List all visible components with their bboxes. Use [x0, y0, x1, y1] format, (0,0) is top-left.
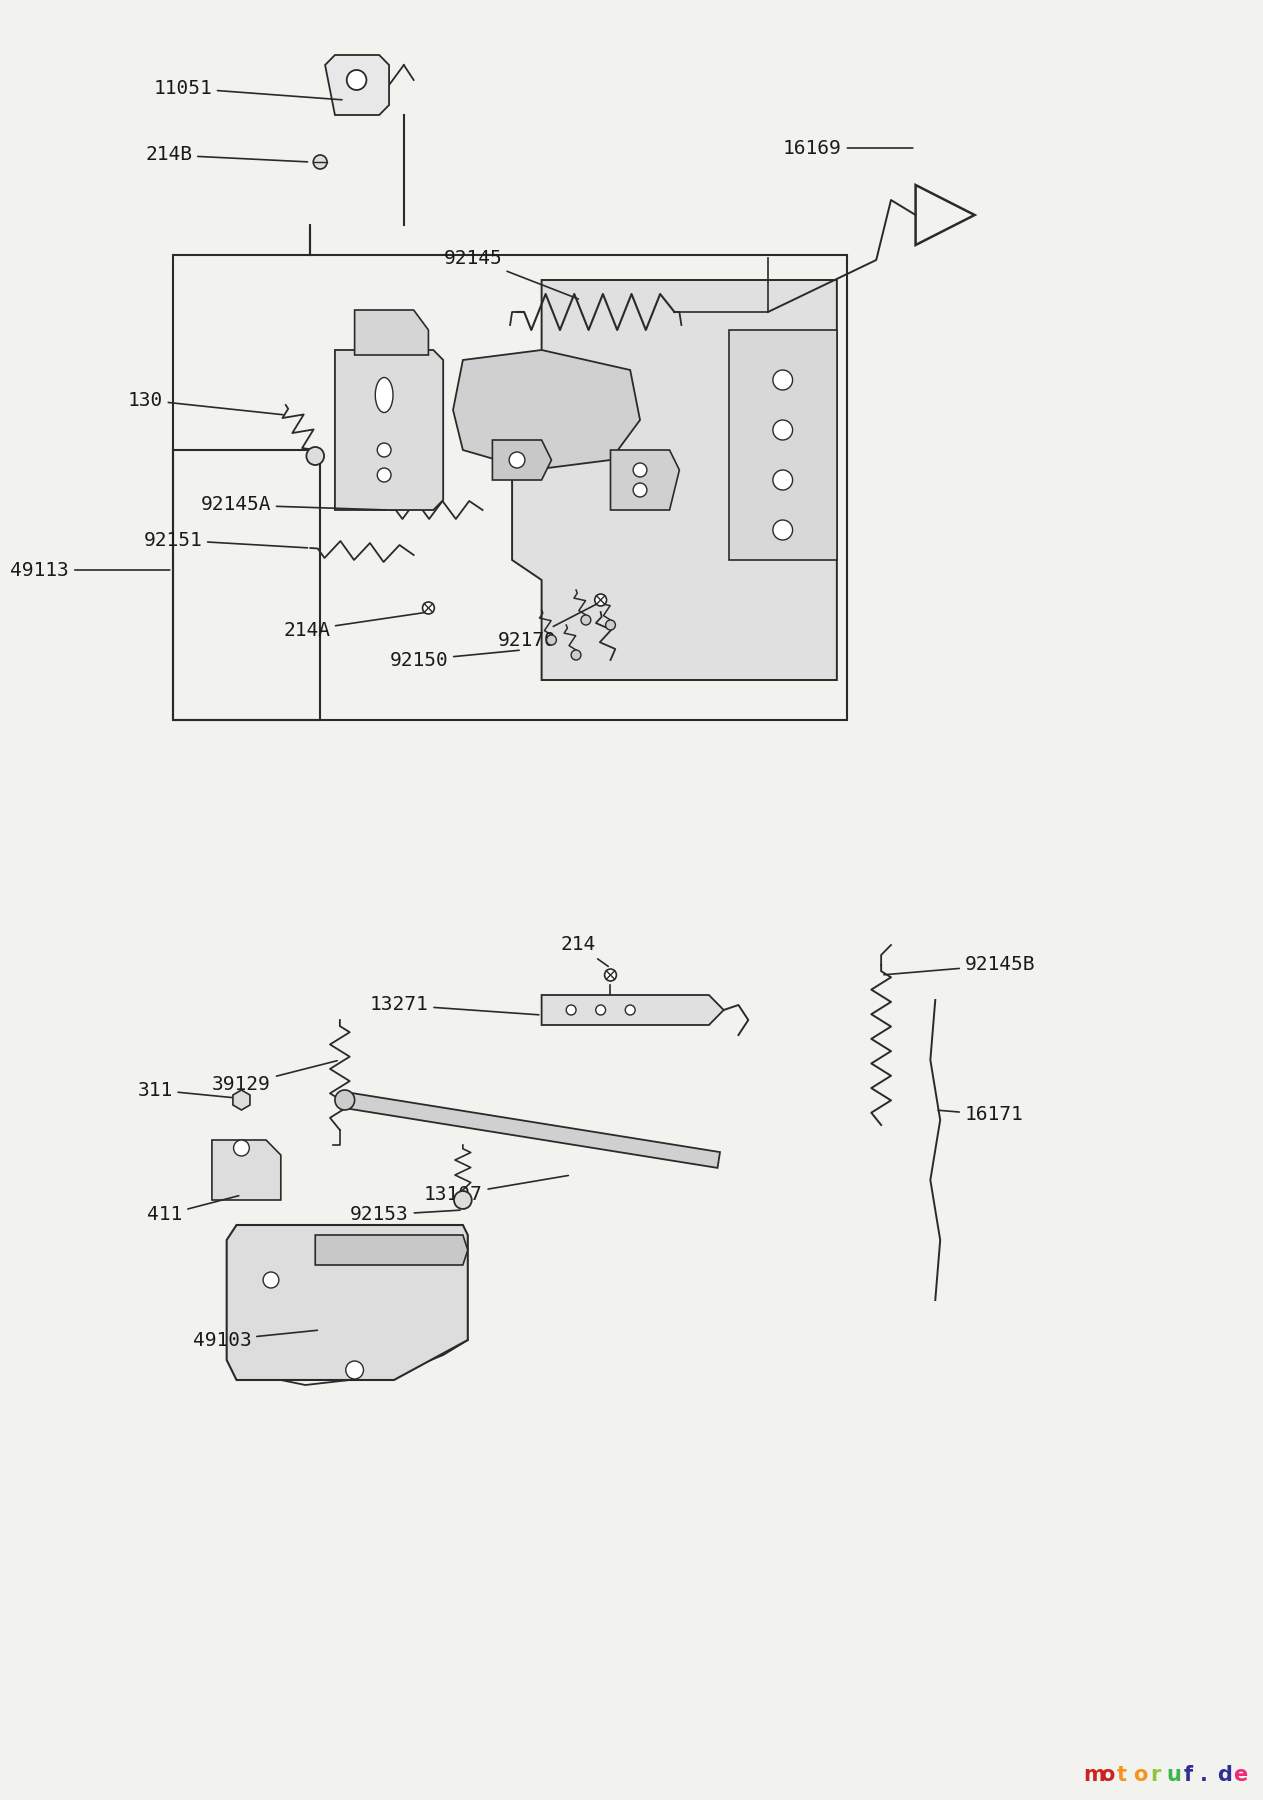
- Text: t: t: [1116, 1766, 1127, 1786]
- Text: d: d: [1216, 1766, 1231, 1786]
- Circle shape: [234, 1139, 249, 1156]
- Polygon shape: [226, 1226, 467, 1381]
- Text: 11051: 11051: [153, 79, 342, 99]
- Text: m: m: [1082, 1766, 1105, 1786]
- Text: f: f: [1183, 1766, 1192, 1786]
- Circle shape: [773, 470, 793, 490]
- Text: 39129: 39129: [212, 1060, 337, 1094]
- Circle shape: [423, 601, 434, 614]
- Polygon shape: [325, 56, 389, 115]
- Polygon shape: [335, 349, 443, 509]
- Text: 214: 214: [561, 936, 609, 967]
- Circle shape: [347, 70, 366, 90]
- Ellipse shape: [375, 378, 393, 412]
- Text: 49113: 49113: [10, 560, 169, 580]
- Polygon shape: [344, 1093, 720, 1168]
- Text: 411: 411: [147, 1195, 239, 1224]
- Circle shape: [633, 482, 647, 497]
- Text: 16171: 16171: [938, 1105, 1023, 1125]
- Polygon shape: [493, 439, 552, 481]
- Circle shape: [566, 1004, 576, 1015]
- Text: .: .: [1200, 1766, 1207, 1786]
- Text: 214A: 214A: [283, 612, 426, 639]
- Circle shape: [509, 452, 525, 468]
- Polygon shape: [729, 329, 837, 560]
- Circle shape: [571, 650, 581, 661]
- Circle shape: [581, 616, 591, 625]
- Text: 92153: 92153: [350, 1206, 460, 1224]
- Circle shape: [625, 1004, 635, 1015]
- Text: 49103: 49103: [192, 1330, 317, 1350]
- Circle shape: [378, 468, 392, 482]
- Circle shape: [773, 520, 793, 540]
- Circle shape: [773, 371, 793, 391]
- Circle shape: [335, 1091, 355, 1111]
- Circle shape: [595, 594, 606, 607]
- Text: 92145A: 92145A: [201, 495, 386, 515]
- Text: o: o: [1100, 1766, 1114, 1786]
- Text: 92151: 92151: [143, 531, 308, 549]
- Circle shape: [605, 968, 616, 981]
- Circle shape: [313, 155, 327, 169]
- Text: 92150: 92150: [389, 650, 519, 670]
- Polygon shape: [512, 281, 837, 680]
- Polygon shape: [355, 310, 428, 355]
- Text: u: u: [1167, 1766, 1181, 1786]
- Circle shape: [596, 1004, 605, 1015]
- Polygon shape: [453, 349, 640, 470]
- Text: 92170: 92170: [498, 603, 599, 650]
- Polygon shape: [316, 1235, 467, 1265]
- Circle shape: [773, 419, 793, 439]
- Polygon shape: [542, 995, 724, 1024]
- Text: 16169: 16169: [783, 139, 913, 158]
- Text: 130: 130: [128, 391, 283, 414]
- Text: 311: 311: [138, 1080, 234, 1100]
- Text: r: r: [1149, 1766, 1161, 1786]
- Text: 214B: 214B: [145, 146, 308, 164]
- Circle shape: [453, 1192, 472, 1210]
- Circle shape: [307, 446, 325, 464]
- Text: 13271: 13271: [370, 995, 539, 1015]
- Text: 92145: 92145: [443, 248, 578, 299]
- Circle shape: [547, 635, 557, 644]
- Circle shape: [605, 619, 615, 630]
- Circle shape: [263, 1273, 279, 1289]
- Polygon shape: [610, 450, 679, 509]
- Circle shape: [633, 463, 647, 477]
- Text: e: e: [1234, 1766, 1248, 1786]
- Text: o: o: [1133, 1766, 1148, 1786]
- Polygon shape: [212, 1139, 280, 1201]
- Circle shape: [346, 1361, 364, 1379]
- Text: 13107: 13107: [424, 1175, 568, 1204]
- Text: 92145B: 92145B: [884, 956, 1036, 976]
- Circle shape: [378, 443, 392, 457]
